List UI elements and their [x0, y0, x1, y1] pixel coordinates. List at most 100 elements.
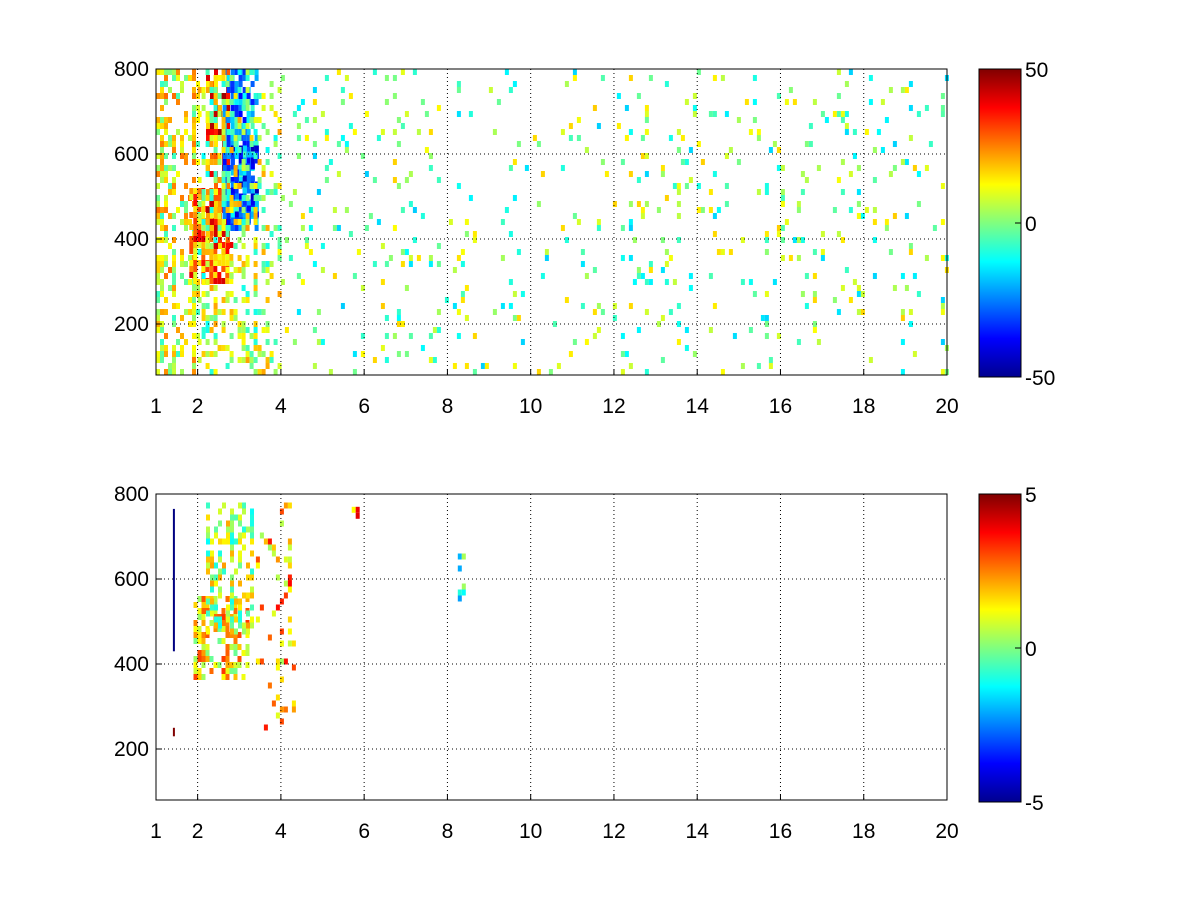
heatmap-cell	[229, 147, 234, 153]
heatmap-cell	[632, 279, 637, 285]
heatmap-cell	[229, 357, 234, 363]
heatmap-cell	[237, 117, 242, 123]
heatmap-cell	[193, 188, 198, 194]
heatmap-cell	[242, 87, 247, 93]
heatmap-cell	[225, 644, 230, 650]
heatmap-cell	[193, 248, 198, 254]
heatmap-cell	[214, 616, 218, 623]
heatmap-cell	[620, 333, 625, 339]
heatmap-cell	[312, 153, 317, 159]
heatmap-cell	[164, 195, 168, 201]
heatmap-cell	[205, 279, 210, 285]
heatmap-cell	[209, 656, 214, 662]
heatmap-cell	[396, 315, 401, 321]
heatmap-cell	[206, 514, 210, 521]
heatmap-cell	[233, 201, 238, 207]
heatmap-cell	[788, 87, 793, 93]
heatmap-cell	[572, 69, 577, 75]
heatmap-cell	[269, 261, 274, 267]
heatmap-cell	[184, 225, 188, 231]
heatmap-cell	[201, 644, 206, 650]
heatmap-cell	[238, 93, 243, 99]
heatmap-cell	[201, 273, 206, 279]
heatmap-cell	[728, 249, 733, 255]
heatmap-cell	[820, 231, 825, 237]
heatmap-cell	[180, 141, 184, 147]
heatmap-cell	[180, 135, 184, 141]
heatmap-cell	[160, 171, 164, 177]
heatmap-cell	[464, 219, 469, 225]
heatmap-cell	[300, 213, 305, 219]
x-tick-label: 4	[275, 820, 287, 843]
heatmap-cell	[250, 123, 255, 129]
heatmap-cell	[213, 626, 218, 632]
heatmap-cell	[868, 357, 873, 363]
heatmap-cell	[560, 129, 565, 135]
heatmap-cell	[201, 674, 206, 680]
heatmap-cell	[230, 169, 235, 176]
heatmap-cell	[352, 369, 357, 375]
heatmap-cell	[452, 267, 457, 273]
heatmap-cell	[840, 159, 845, 165]
heatmap-cell	[226, 153, 231, 159]
heatmap-cell	[288, 255, 293, 261]
heatmap-cell	[214, 580, 218, 587]
y-tick-label: 800	[114, 58, 149, 81]
heatmap-cell	[812, 99, 817, 105]
heatmap-cell	[245, 644, 250, 650]
heatmap-cell	[457, 595, 462, 602]
heatmap-cell	[246, 175, 251, 182]
heatmap-cell	[820, 249, 825, 255]
heatmap-cell	[664, 261, 669, 267]
heatmap-cell	[892, 285, 897, 291]
heatmap-cell	[193, 206, 198, 212]
heatmap-cell	[189, 212, 194, 218]
heatmap-cell	[508, 231, 513, 237]
heatmap-cell	[172, 267, 176, 273]
heatmap-cell	[320, 243, 325, 249]
heatmap-cell	[287, 628, 292, 635]
heatmap-cell	[238, 538, 242, 545]
heatmap-cell	[221, 614, 226, 620]
heatmap-cell	[156, 129, 160, 135]
heatmap-cell	[206, 568, 210, 575]
heatmap-cell	[269, 357, 274, 363]
heatmap-cell	[400, 249, 405, 255]
heatmap-cell	[176, 327, 180, 333]
heatmap-cell	[288, 201, 293, 207]
heatmap-cell	[312, 99, 317, 105]
heatmap-cell	[536, 141, 541, 147]
heatmap-cell	[804, 303, 809, 309]
heatmap-cell	[444, 297, 449, 303]
heatmap-cell	[253, 153, 258, 159]
heatmap-cell	[197, 213, 202, 219]
heatmap-cell	[164, 177, 168, 183]
heatmap-cell	[255, 658, 260, 665]
heatmap-cell	[269, 93, 274, 99]
heatmap-cell	[246, 187, 251, 194]
heatmap-cell	[428, 153, 433, 159]
heatmap-cell	[189, 236, 194, 242]
heatmap-cell	[206, 526, 210, 533]
heatmap-cell	[784, 99, 789, 105]
heatmap-cell	[404, 111, 409, 117]
heatmap-cell	[188, 255, 192, 261]
heatmap-cell	[250, 622, 254, 629]
heatmap-cell	[324, 135, 329, 141]
heatmap-cell	[197, 242, 202, 248]
heatmap-cell	[632, 237, 637, 243]
heatmap-cell	[856, 189, 861, 195]
heatmap-cell	[428, 261, 433, 267]
heatmap-cell	[176, 93, 180, 99]
heatmap-cell	[620, 225, 625, 231]
heatmap-cell	[217, 159, 222, 165]
heatmap-cell	[230, 87, 235, 93]
heatmap-cell	[684, 345, 689, 351]
heatmap-cell	[226, 189, 231, 195]
heatmap-cell	[172, 93, 176, 99]
heatmap-cell	[226, 532, 230, 539]
heatmap-cell	[192, 123, 196, 129]
heatmap-cell	[712, 303, 717, 309]
heatmap-cell	[392, 177, 397, 183]
heatmap-cell	[250, 526, 254, 533]
